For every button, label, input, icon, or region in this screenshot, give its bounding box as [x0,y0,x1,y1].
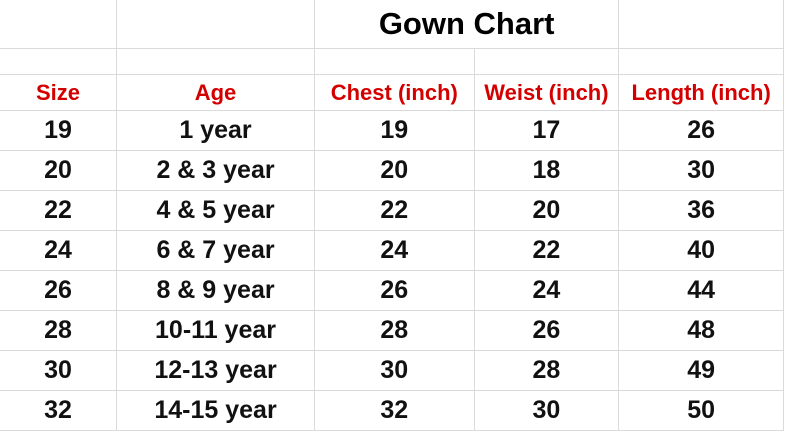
cell-size[interactable]: 24 [0,230,118,271]
cell-age[interactable]: 10-11 year [116,310,315,351]
cell[interactable] [116,0,315,49]
cell-size[interactable]: 20 [0,150,118,191]
table-row: 32 14-15 year 32 30 50 [0,390,784,431]
cell-age[interactable]: 14-15 year [116,390,315,431]
cell-weist[interactable]: 28 [473,350,620,391]
cell-weist[interactable]: 30 [473,390,620,431]
cell[interactable] [618,48,784,75]
header-size[interactable]: Size [0,74,118,111]
cell-weist[interactable]: 18 [473,150,620,191]
cell[interactable] [618,0,784,49]
table-row: 30 12-13 year 30 28 49 [0,350,784,391]
blank-row [0,48,784,75]
cell-age[interactable]: 8 & 9 year [116,270,315,311]
cell-chest[interactable]: 30 [314,350,475,391]
cell[interactable] [116,48,315,75]
cell-size[interactable]: 19 [0,110,118,151]
cell-size[interactable]: 30 [0,350,118,391]
cell-age[interactable]: 2 & 3 year [116,150,315,191]
cell-chest[interactable]: 26 [314,270,475,311]
header-age[interactable]: Age [116,74,315,111]
cell-length[interactable]: 50 [618,390,784,431]
cell-size[interactable]: 28 [0,310,118,351]
cell-chest[interactable]: 20 [314,150,475,191]
cell-length[interactable]: 30 [618,150,784,191]
title-row: Gown Chart [0,0,784,49]
table-title[interactable]: Gown Chart [313,0,620,49]
cell-weist[interactable]: 17 [473,110,620,151]
cell[interactable] [0,0,118,49]
cell-weist[interactable]: 20 [473,190,620,231]
cell-length[interactable]: 40 [618,230,784,271]
table-row: 22 4 & 5 year 22 20 36 [0,190,784,231]
header-weist[interactable]: Weist (inch) [473,74,620,111]
table-row: 24 6 & 7 year 24 22 40 [0,230,784,271]
cell-length[interactable]: 49 [618,350,784,391]
cell-size[interactable]: 32 [0,390,118,431]
header-chest[interactable]: Chest (inch) [314,74,475,111]
cell-length[interactable]: 44 [618,270,784,311]
cell-chest[interactable]: 22 [314,190,475,231]
cell-chest[interactable]: 32 [314,390,475,431]
cell-age[interactable]: 6 & 7 year [116,230,315,271]
cell-weist[interactable]: 26 [473,310,620,351]
cell-size[interactable]: 26 [0,270,118,311]
table-row: 19 1 year 19 17 26 [0,110,784,151]
cell-chest[interactable]: 19 [314,110,475,151]
cell-age[interactable]: 12-13 year [116,350,315,391]
header-length[interactable]: Length (inch) [618,74,784,111]
cell-age[interactable]: 4 & 5 year [116,190,315,231]
cell-size[interactable]: 22 [0,190,118,231]
cell[interactable] [0,48,118,75]
cell[interactable] [314,48,475,75]
cell-length[interactable]: 36 [618,190,784,231]
cell-chest[interactable]: 28 [314,310,475,351]
cell-age[interactable]: 1 year [116,110,315,151]
cell-length[interactable]: 48 [618,310,784,351]
table-row: 20 2 & 3 year 20 18 30 [0,150,784,191]
cell[interactable] [473,48,620,75]
table-row: 26 8 & 9 year 26 24 44 [0,270,784,311]
table-row: 28 10-11 year 28 26 48 [0,310,784,351]
cell-weist[interactable]: 22 [473,230,620,271]
cell-chest[interactable]: 24 [314,230,475,271]
header-row: Size Age Chest (inch) Weist (inch) Lengt… [0,74,784,111]
cell-weist[interactable]: 24 [473,270,620,311]
cell-length[interactable]: 26 [618,110,784,151]
